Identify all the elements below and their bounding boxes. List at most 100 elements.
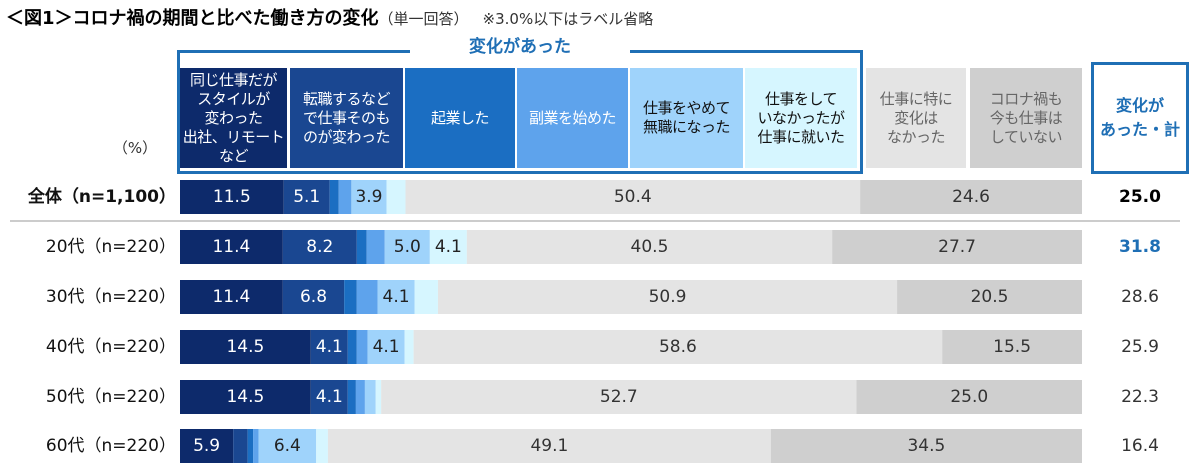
value-label: 4.1 [435,237,462,257]
bar-segment [366,230,385,264]
bar-segment [180,330,311,364]
value-label: 11.5 [213,187,251,207]
bar-segment [404,330,414,364]
total-label: 16.4 [1121,436,1159,456]
total-label: 22.3 [1121,387,1159,407]
value-label: 3.9 [355,187,382,207]
category-label: 20代（n=220） [46,237,176,257]
bar-segment [180,180,284,214]
series-header: 起業した [405,68,515,168]
bar-segment [413,330,943,364]
value-label: 5.1 [293,187,320,207]
bar-segment [327,429,771,463]
bar-segment [329,180,339,214]
category-label: 50代（n=220） [46,387,176,407]
value-label: 40.5 [631,237,669,257]
bar-segment [367,330,405,364]
category-label: 全体（n=1,100） [27,186,176,207]
bar-segment [405,180,861,214]
bar-segment [860,180,1082,214]
bar-segment [437,280,898,314]
bar-segment [770,429,1082,463]
totals-header: 変化が あった・計 [1091,62,1189,174]
bar-segment [180,380,311,414]
value-label: 14.5 [226,387,264,407]
value-label: 4.1 [373,337,400,357]
total-label: 28.6 [1121,287,1159,307]
category-label: 40代（n=220） [46,337,176,357]
category-label: 30代（n=220） [46,287,176,307]
bar-segment [375,380,382,414]
value-label: 6.8 [300,287,327,307]
subtitle: （単一回答） [378,10,469,28]
bar-segment [356,230,367,264]
unit-label: （%） [112,138,158,157]
bar-segment [180,280,283,314]
series-header: コロナ禍も 今も仕事は していない [970,68,1082,168]
bar-segment [283,180,330,214]
title-row: ＜図1＞コロナ禍の期間と比べた働き方の変化（単一回答） ※3.0%以下はラベル省略 [6,4,653,30]
bar-segment [233,429,248,463]
bar-segment [310,380,348,414]
value-label: 14.5 [226,337,264,357]
series-header: 副業を始めた [517,68,628,168]
bar-segment [364,380,376,414]
bar-segment [832,230,1082,264]
bar-segment [897,280,1082,314]
value-label: 5.0 [394,237,421,257]
total-label: 25.9 [1121,337,1159,357]
bar-segment [347,380,356,414]
value-label: 15.5 [993,337,1031,357]
value-label: 4.1 [316,387,343,407]
value-label: 11.4 [212,237,250,257]
bar-segment [347,330,357,364]
value-label: 11.4 [212,287,250,307]
value-label: 8.2 [306,237,333,257]
chart-title: ＜図1＞コロナ禍の期間と比べた働き方の変化 [6,8,379,29]
bar-segment [316,429,328,463]
bar-segment [942,330,1082,364]
bar-segment [414,280,438,314]
category-label: 60代（n=220） [46,436,176,456]
bar-segment [351,180,387,214]
value-label: 24.6 [952,187,990,207]
bar-segment [384,230,430,264]
bar-segment [466,230,833,264]
value-label: 50.9 [649,287,687,307]
bar-segment [386,180,406,214]
bar-segment [310,330,348,364]
bar-segment [381,380,857,414]
note: ※3.0%以下はラベル省略 [482,10,654,28]
value-label: 58.6 [659,337,697,357]
value-label: 4.1 [383,287,410,307]
total-label: 25.0 [1119,187,1161,207]
bar-segment [253,429,259,463]
bar-segment [282,230,357,264]
value-label: 27.7 [938,237,976,257]
value-label: 49.1 [530,436,568,456]
bar-segment [282,280,345,314]
value-label: 4.1 [316,337,343,357]
bar-segment [429,230,467,264]
bar-segment [344,280,357,314]
value-label: 34.5 [907,436,945,456]
bar-segment [180,429,234,463]
bar-segment [258,429,317,463]
value-label: 5.9 [193,436,220,456]
bar-segment [377,280,415,314]
value-label: 20.5 [971,287,1009,307]
series-header: 仕事をして いなかったが 仕事に就いた [745,68,857,168]
total-label: 31.8 [1119,237,1161,257]
value-label: 6.4 [274,436,301,456]
value-label: 52.7 [600,387,638,407]
group-label: 変化があった [410,36,630,58]
value-label: 50.4 [614,187,652,207]
bar-segment [247,429,254,463]
series-header: 転職するなど で仕事そのも のが変わった [290,68,403,168]
bar-segment [356,330,368,364]
series-header: 仕事に特に 変化は なかった [866,68,966,168]
bar-segment [180,230,283,264]
series-header: 仕事をやめて 無職になった [630,68,743,168]
bar-segment [355,380,365,414]
